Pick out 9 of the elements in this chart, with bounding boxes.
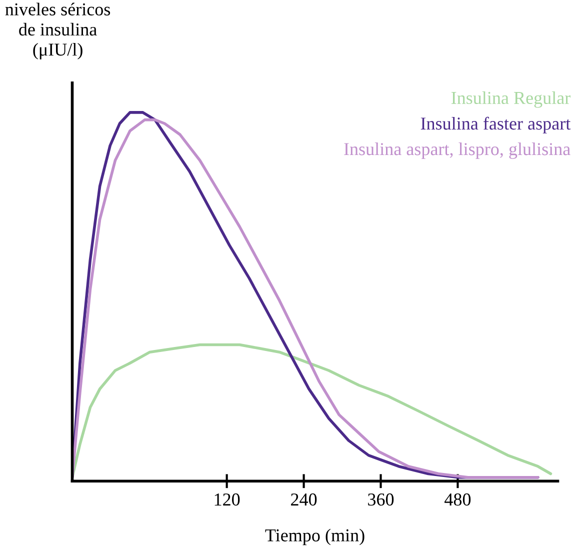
y-axis-title: niveles séricos de insulina (μIU/l) [5,2,110,60]
x-tick-label: 120 [214,493,240,506]
text: Insulina faster aspart [420,116,571,134]
x-tick-label: 240 [291,493,317,506]
x-axis-title: Tiempo (min) [265,528,364,546]
x-tick-label: 480 [444,493,471,506]
x-tick-label: 360 [368,493,394,506]
text: Insulina aspart, lispro, glulisina [344,142,570,159]
text: Insulina Regular [451,91,570,108]
